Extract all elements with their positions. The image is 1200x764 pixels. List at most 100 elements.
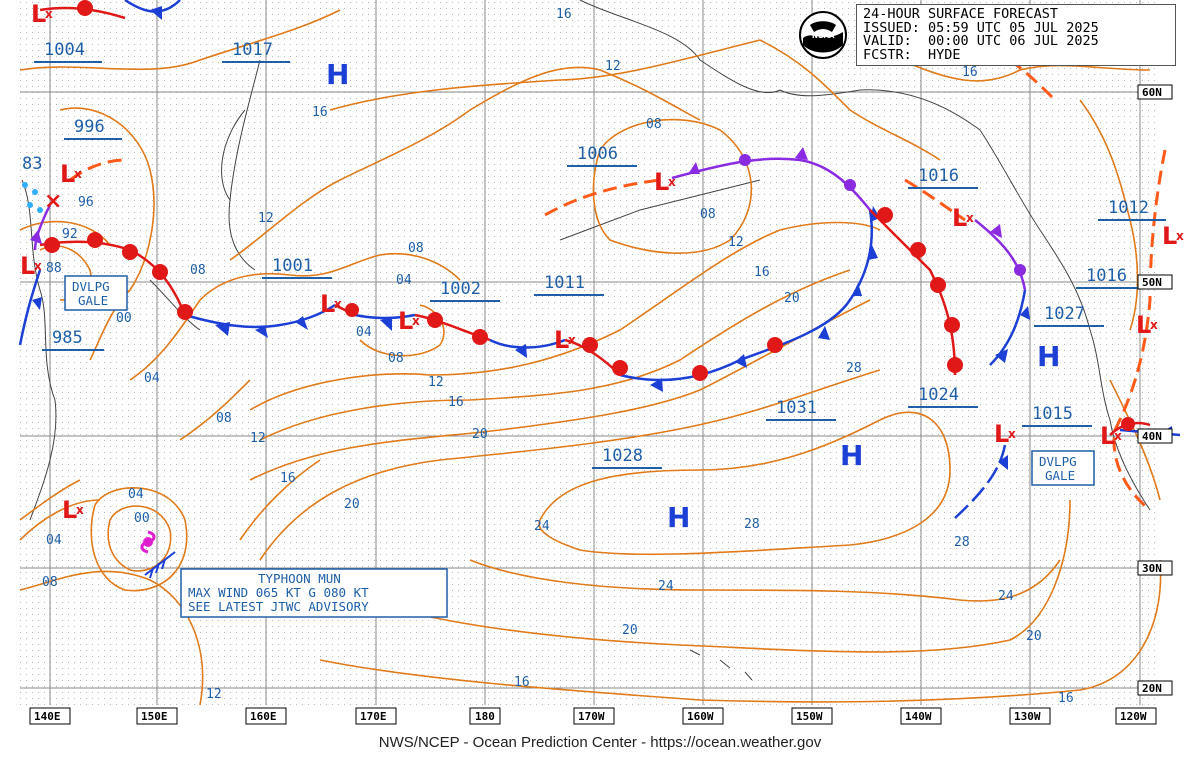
isobar-label: 20 xyxy=(472,427,488,442)
low-center: L xyxy=(398,307,413,335)
isobar xyxy=(592,118,753,254)
isobar-label: 16 xyxy=(754,265,770,280)
low-center: L xyxy=(60,160,75,188)
lon-label: 180 xyxy=(475,710,495,723)
isobar xyxy=(319,559,1162,703)
cold-front xyxy=(619,209,874,382)
low-center-x-icon: x xyxy=(1114,429,1122,443)
low-center-x-icon: x xyxy=(45,7,53,21)
isobar-label: 16 xyxy=(280,471,296,486)
isobar xyxy=(259,369,881,561)
isobar xyxy=(179,379,251,441)
gale-warning-2-line1: DVLPG xyxy=(1039,454,1077,469)
isobar-label: 24 xyxy=(534,519,550,534)
high-center: H xyxy=(1037,340,1060,373)
low-center: L xyxy=(1100,422,1115,450)
coast-asia xyxy=(21,179,57,521)
cold-front xyxy=(18,269,42,346)
low-center: L xyxy=(62,496,77,524)
isobar-label: 96 xyxy=(78,195,94,210)
high-center: H xyxy=(326,58,349,91)
isobar-label: 12 xyxy=(605,59,621,74)
low-center-x-icon: x xyxy=(74,167,82,181)
pressure-label: 1012 xyxy=(1108,198,1149,218)
isobar xyxy=(19,9,341,71)
low-center: L xyxy=(654,168,669,196)
coast-kamchatka xyxy=(221,59,261,271)
isobar-label: 20 xyxy=(1026,629,1042,644)
high-center: H xyxy=(840,439,863,472)
warm-front xyxy=(869,209,957,376)
isobar-label: 16 xyxy=(962,65,978,80)
gale-warning-1: DVLPG GALE xyxy=(64,275,128,311)
isobar-label: 88 xyxy=(46,261,62,276)
cold-front xyxy=(124,0,181,13)
low-center-x-icon: x xyxy=(76,503,84,517)
pressure-label: 1027 xyxy=(1044,304,1085,324)
low-center: L xyxy=(952,204,967,232)
pressure-label: 1024 xyxy=(918,385,959,405)
lon-label: 160W xyxy=(687,710,714,723)
isobar-labels: 16 12 16 16 08 12 96 92 88 08 08 04 12 1… xyxy=(42,7,1074,706)
isobar-label: 04 xyxy=(356,325,372,340)
isobar-label: 08 xyxy=(190,263,206,278)
isobar-label: 08 xyxy=(388,351,404,366)
isobar xyxy=(129,299,201,381)
pressure-label: 1004 xyxy=(44,40,85,60)
low-x-icon: × xyxy=(44,189,62,214)
low-center: L xyxy=(1162,222,1177,250)
isobar-label: 92 xyxy=(62,227,78,242)
pressure-label: 1002 xyxy=(440,279,481,299)
isobar-label: 20 xyxy=(344,497,360,512)
lat-label: 30N xyxy=(1142,562,1162,575)
isobar-label: 20 xyxy=(784,291,800,306)
gale-warning-1-line1: DVLPG xyxy=(72,279,110,294)
lon-label: 120W xyxy=(1120,710,1147,723)
coast-aleutians xyxy=(559,179,761,241)
low-center: L xyxy=(20,252,35,280)
isobar xyxy=(399,499,1071,653)
title-line-4: FCSTR: HYDE xyxy=(863,46,961,63)
coastlines xyxy=(21,0,1151,681)
isobar xyxy=(107,505,172,572)
noaa-logo-text: NOAA xyxy=(812,32,835,40)
precip-symbols xyxy=(22,182,43,213)
isobar-label: 08 xyxy=(700,207,716,222)
isobar-label: 12 xyxy=(250,431,266,446)
isobar-label: 08 xyxy=(408,241,424,256)
title-line-3: VALID: 00:00 UTC 06 JUL 2025 xyxy=(863,33,1099,49)
isobar-label: 04 xyxy=(144,371,160,386)
cold-front-triangles xyxy=(32,6,1172,470)
low-center-x-icon: x xyxy=(34,259,42,273)
isobar-label: 24 xyxy=(658,579,674,594)
low-center: L xyxy=(994,420,1009,448)
latitude-labels: 60N 50N 40N 30N 20N xyxy=(1137,84,1173,696)
low-center: L xyxy=(31,0,46,28)
isobar xyxy=(239,459,321,541)
isobar xyxy=(469,559,1061,602)
pressure-label: 1031 xyxy=(776,398,817,418)
trough-line xyxy=(69,158,126,182)
isobar-label: 28 xyxy=(744,517,760,532)
isobar-label: 16 xyxy=(514,675,530,690)
typhoon-warning-line2: MAX WIND 065 KT G 080 KT xyxy=(188,585,369,600)
isobar xyxy=(259,269,851,441)
lon-label: 150W xyxy=(796,710,823,723)
low-center: L xyxy=(320,290,335,318)
low-center-x-icon: x xyxy=(1150,318,1158,332)
isobar xyxy=(90,487,188,592)
isobar-label: 04 xyxy=(396,273,412,288)
isobar-label: 16 xyxy=(1058,691,1074,706)
low-center-x-icon: x xyxy=(966,211,974,225)
low-center-x-icon: x xyxy=(668,175,676,189)
isobar-label: 08 xyxy=(216,411,232,426)
isobar-label: 00 xyxy=(134,511,150,526)
pressure-label: 1028 xyxy=(602,446,643,466)
isobar-label: 16 xyxy=(312,105,328,120)
occluded-front-marks xyxy=(30,147,1026,276)
pressure-label: 1016 xyxy=(1086,266,1127,286)
isobar-label: 20 xyxy=(622,623,638,638)
lat-label: 50N xyxy=(1142,276,1162,289)
cold-front xyxy=(989,289,1027,366)
